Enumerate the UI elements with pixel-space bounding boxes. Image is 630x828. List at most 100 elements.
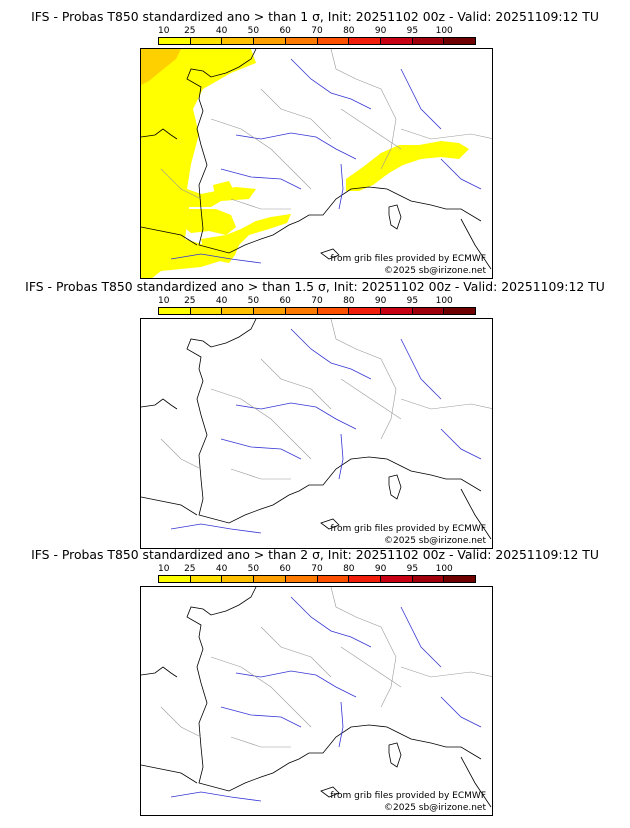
colorbar-tick-label: 100 [435,296,453,306]
colorbar-tick-label: 80 [343,564,355,574]
colorbar-tick-label: 90 [374,296,387,306]
colorbar-segment [222,308,255,314]
colorbar-tick-label: 70 [311,564,323,574]
rivers [170,596,482,802]
colorbar-tick-label: 100 [435,564,453,574]
map-panel-3: IFS - Probas T850 standardized ano > tha… [0,548,630,826]
copyright-label: ©2025 sb@irizone.net [384,266,486,276]
map-panel-2: IFS - Probas T850 standardized ano > tha… [0,280,630,550]
colorbar-segment [190,38,223,44]
map-canvas [141,587,492,808]
colorbar-segment [317,576,350,582]
colorbar-segment [254,576,286,582]
colorbar-segment [444,308,476,314]
colorbar-segment [317,38,350,44]
rivers [170,328,482,534]
map-france: from grib files provided by ECMWF ©2025 … [140,48,493,279]
colorbar [158,575,476,583]
colorbar-segment [190,576,223,582]
colorbar-tick-label: 100 [435,26,453,36]
map-panel-1: IFS - Probas T850 standardized ano > tha… [0,10,630,280]
colorbar-tick-label: 40 [215,564,228,574]
colorbar-segment [444,38,476,44]
colorbar-segment [159,308,191,314]
colorbar-tick-label: 60 [279,26,291,36]
colorbar-tick-label: 70 [311,296,323,306]
borders [160,319,492,480]
coastlines [141,587,492,808]
colorbar-tick-label: 50 [247,564,260,574]
probability-areas [141,49,469,278]
colorbar-ticks: 10 25 40 50 60 70 80 90 95 100 [158,564,476,574]
probability-area-aquitaine [181,209,236,235]
colorbar-segment [349,576,381,582]
colorbar-segment [159,38,191,44]
map-france: from grib files provided by ECMWF ©2025 … [140,586,493,816]
borders [160,587,492,748]
colorbar-tick-label: 50 [247,296,260,306]
colorbar-segment [349,38,381,44]
colorbar-segment [159,576,191,582]
colorbar-segment [380,576,413,582]
map-canvas [141,319,492,540]
map-france: from grib files provided by ECMWF ©2025 … [140,318,493,549]
colorbar-tick-label: 25 [184,26,196,36]
colorbar-segment [412,38,445,44]
colorbar-tick-label: 25 [184,296,196,306]
colorbar-tick-label: 95 [406,564,419,574]
probability-area-pyrenees [201,214,291,263]
colorbar-tick-label: 25 [184,564,196,574]
colorbar-tick-label: 60 [279,296,291,306]
colorbar-tick-label: 70 [311,26,323,36]
probability-area-alps [346,141,469,191]
colorbar-ticks: 10 25 40 50 60 70 80 90 95 100 [158,26,476,36]
colorbar-tick-label: 90 [374,26,387,36]
colorbar-segment [285,38,318,44]
colorbar-tick-label: 40 [215,296,228,306]
panel-title: IFS - Probas T850 standardized ano > tha… [25,279,605,294]
colorbar-tick-label: 90 [374,564,387,574]
panel-title: IFS - Probas T850 standardized ano > tha… [31,9,599,24]
probability-area-high-channel [141,49,181,85]
colorbar-tick-label: 10 [158,296,170,306]
colorbar-segment [254,308,286,314]
colorbar-tick-label: 50 [247,26,260,36]
grib-credit: from grib files provided by ECMWF [330,524,486,534]
colorbar-segment [412,576,445,582]
colorbar-segment [317,308,350,314]
colorbar-tick-label: 10 [158,564,170,574]
copyright-label: ©2025 sb@irizone.net [384,536,486,546]
copyright-label: ©2025 sb@irizone.net [384,803,486,813]
colorbar-segment [254,38,286,44]
panel-title: IFS - Probas T850 standardized ano > tha… [31,547,599,562]
colorbar-segment [444,576,476,582]
rivers [170,58,482,264]
colorbar-tick-label: 10 [158,26,170,36]
probability-area-atlantic [141,49,256,278]
colorbar-ticks: 10 25 40 50 60 70 80 90 95 100 [158,296,476,306]
probability-area-landes [213,181,233,197]
colorbar [158,37,476,45]
coastlines [141,319,492,540]
colorbar-segment [349,308,381,314]
colorbar-segment [380,38,413,44]
colorbar-tick-label: 95 [406,296,419,306]
borders [160,49,492,210]
colorbar-tick-label: 80 [343,26,355,36]
colorbar-segment [380,308,413,314]
colorbar-tick-label: 60 [279,564,291,574]
colorbar-segment [285,576,318,582]
colorbar-segment [285,308,318,314]
colorbar-tick-label: 95 [406,26,419,36]
colorbar-tick-label: 80 [343,296,355,306]
coastlines [141,49,492,270]
colorbar-segment [190,308,223,314]
grib-credit: from grib files provided by ECMWF [330,254,486,264]
colorbar-tick-label: 40 [215,26,228,36]
colorbar [158,307,476,315]
colorbar-segment [222,38,255,44]
map-canvas [141,49,492,278]
grib-credit: from grib files provided by ECMWF [330,791,486,801]
colorbar-segment [222,576,255,582]
colorbar-segment [412,308,445,314]
